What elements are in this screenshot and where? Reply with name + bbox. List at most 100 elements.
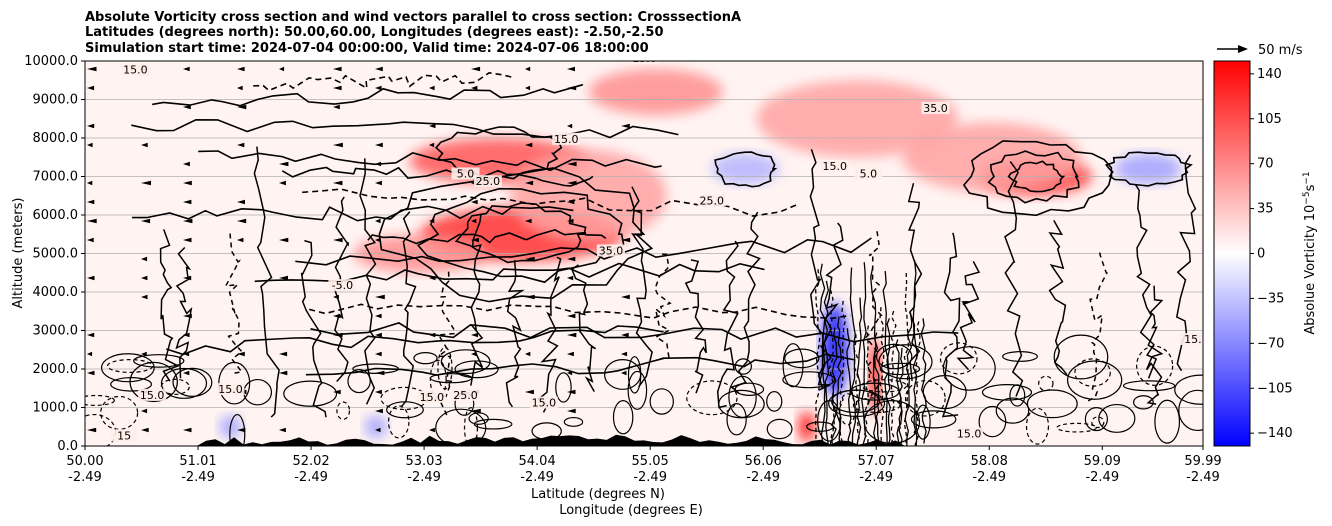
contour-label-bg	[955, 427, 984, 440]
wind-vector	[279, 351, 288, 357]
wind-vector	[375, 370, 385, 376]
wind-vector	[183, 351, 190, 357]
wind-vector	[87, 351, 93, 357]
x-tick-label-lon: -2.49	[520, 470, 554, 485]
wind-vector	[87, 66, 97, 72]
low-level-contour	[229, 413, 246, 446]
y-tick-label: 0.0	[57, 439, 78, 454]
contour-line	[253, 146, 280, 418]
wind-vector	[183, 66, 190, 72]
contour-loop	[434, 126, 563, 181]
wind-vector	[567, 218, 574, 224]
terrain-silhouette	[85, 434, 1203, 446]
wind-vector	[237, 427, 246, 433]
low-level-contour	[612, 400, 634, 435]
low-level-contour	[283, 380, 338, 407]
low-level-contour	[915, 404, 931, 440]
wind-vector	[567, 313, 576, 319]
contour-label: 15.0	[823, 160, 848, 173]
contour-line	[956, 261, 981, 371]
wind-vector	[141, 351, 147, 357]
low-level-contour	[806, 421, 834, 432]
wind-vector	[237, 66, 245, 72]
convective-contour	[873, 332, 880, 445]
wind-vector	[87, 332, 95, 338]
low-level-contour	[784, 348, 820, 369]
wind-vector	[183, 313, 192, 319]
low-level-contour	[910, 410, 957, 429]
low-level-contour	[718, 389, 765, 419]
wind-vector	[567, 351, 574, 357]
x-tick-label-lat: 52.02	[292, 454, 329, 469]
wind-vector	[87, 218, 97, 224]
contour-line	[295, 237, 872, 266]
wind-vector	[279, 161, 289, 167]
wind-vector	[183, 218, 193, 224]
low-level-contour	[386, 401, 424, 419]
wind-vector	[279, 180, 286, 186]
colorbar-label: Absolue Vorticity 10−5s−1	[1302, 171, 1318, 334]
contour-lines	[85, 71, 1203, 446]
wind-vector	[525, 294, 535, 300]
low-level-contour	[939, 342, 978, 375]
contour-label-bg	[630, 61, 659, 64]
wind-vector	[333, 237, 343, 243]
wind-vector	[183, 199, 192, 205]
contour-label: 15.0	[554, 133, 579, 146]
wind-vector	[471, 332, 479, 338]
contour-line	[253, 71, 515, 92]
wind-vector	[375, 408, 383, 414]
wind-vector	[375, 142, 383, 148]
low-level-contour	[904, 380, 946, 417]
contour-label-bg	[451, 167, 480, 180]
wind-vector	[279, 237, 289, 243]
x-tick-label-lat: 51.01	[179, 454, 216, 469]
wind-vector	[375, 294, 385, 300]
low-level-contour	[850, 382, 900, 401]
wind-vector	[237, 218, 247, 224]
wind-vectors	[87, 66, 631, 433]
contour-line	[1004, 161, 1024, 397]
vorticity-blob	[901, 122, 1082, 192]
contour-label-bg	[596, 244, 625, 257]
convective-contour	[849, 267, 856, 445]
colorbar-tick-label: 70	[1257, 157, 1274, 172]
wind-vector	[375, 218, 381, 224]
wind-vector	[375, 161, 382, 167]
y-tick-label: 8000.0	[33, 131, 79, 146]
contour-loop	[987, 150, 1080, 204]
wind-vector	[141, 256, 148, 262]
contour-label: 15.0	[140, 389, 165, 402]
terrain	[85, 434, 1203, 446]
low-level-contour	[942, 346, 996, 391]
low-level-contour	[981, 383, 1033, 401]
convective-contour	[814, 269, 821, 446]
low-level-contour	[1053, 334, 1109, 380]
low-level-contour	[1074, 358, 1111, 387]
contour-label: 35.0	[923, 102, 948, 115]
x-tick-label-lat: 56.06	[745, 454, 782, 469]
low-level-contour	[604, 359, 642, 390]
low-level-contour	[101, 353, 155, 383]
wind-vector	[471, 85, 478, 91]
convective-contour	[823, 280, 830, 446]
wind-vector	[567, 389, 576, 395]
contour-label: 35.0	[599, 245, 624, 258]
x-axis: 50.00-2.4951.01-2.4952.02-2.4953.03-2.49…	[66, 446, 1222, 485]
y-axis-label: Altitude (meters)	[11, 198, 26, 309]
colorbar-tick-label: 0	[1257, 247, 1265, 262]
wind-vector	[141, 294, 148, 300]
wind-vector	[183, 370, 190, 376]
low-level-contour	[766, 418, 793, 440]
contour-loop	[962, 140, 1113, 217]
low-level-contour	[440, 349, 491, 375]
wind-vector	[567, 199, 575, 205]
wind-vector	[567, 370, 573, 376]
wind-vector	[429, 85, 435, 91]
contour-line	[281, 166, 594, 187]
colorbar-label-unit: s	[1303, 184, 1318, 191]
low-level-contour	[1154, 399, 1181, 444]
wind-vector	[87, 199, 95, 205]
contour-line	[1085, 252, 1108, 403]
wind-vector	[525, 256, 535, 262]
